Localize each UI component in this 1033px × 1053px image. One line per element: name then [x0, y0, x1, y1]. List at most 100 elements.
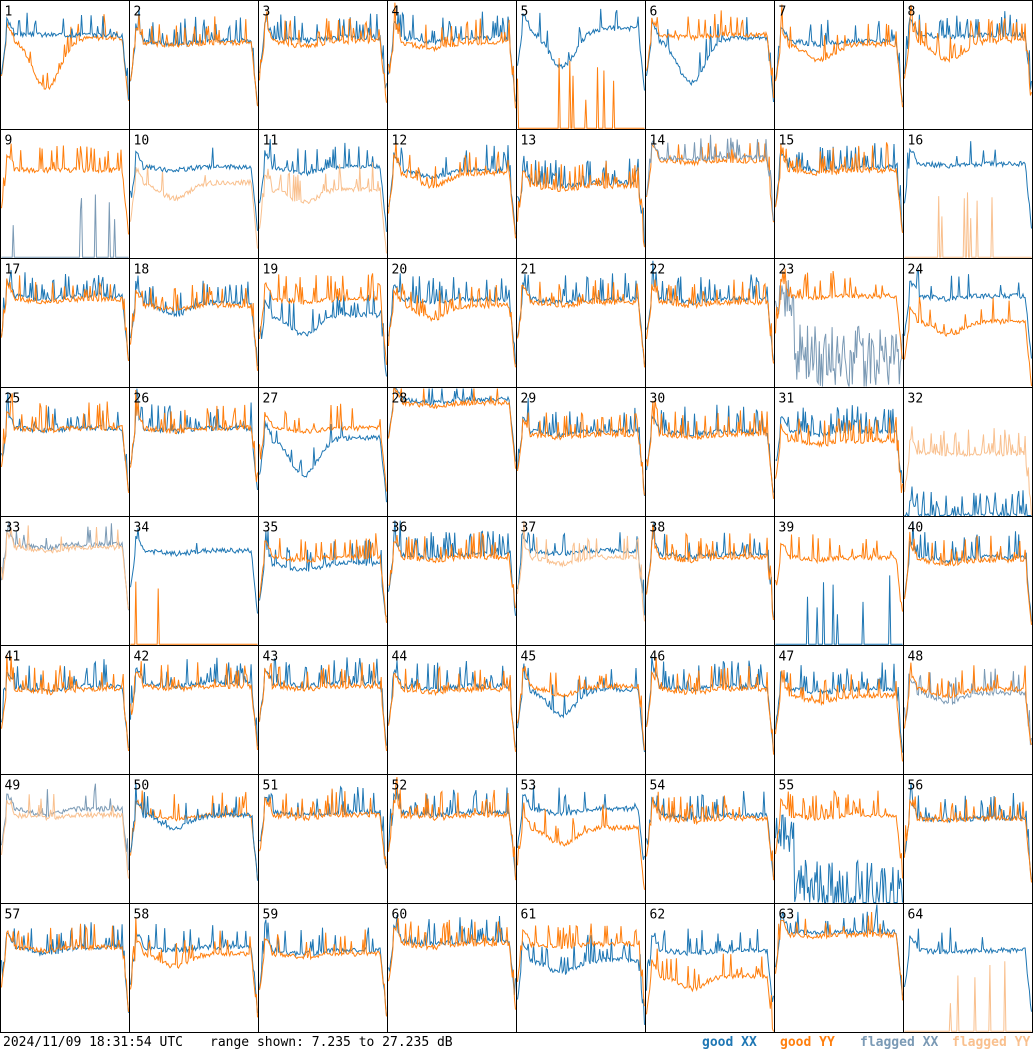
- tile-37: 37: [516, 516, 646, 646]
- tile-58: 58: [129, 903, 259, 1033]
- tile-11-xx-line: [259, 139, 387, 232]
- tile-4-xx-line: [388, 11, 516, 102]
- tile-1-xx-line: [1, 12, 129, 100]
- tile-64-xx-line: [904, 927, 1032, 1012]
- tile-38: 38: [645, 516, 775, 646]
- tile-label: 44: [392, 650, 408, 665]
- tile-label: 36: [392, 521, 408, 536]
- tile-frame: [774, 645, 904, 775]
- tile-frame: [129, 645, 259, 775]
- tile-label: 62: [650, 908, 666, 923]
- tile-label: 27: [263, 392, 279, 407]
- tile-1-yy-line: [1, 14, 129, 101]
- tile-frame: [258, 645, 388, 775]
- tile-22-xx-line: [646, 260, 774, 361]
- tile-11-yy-line: [259, 162, 387, 254]
- tile-label: 17: [5, 263, 21, 278]
- tile-54-xx-line: [646, 791, 774, 878]
- tile-label: 18: [134, 263, 150, 278]
- tile-label: 4: [392, 5, 400, 20]
- tile-label: 42: [134, 650, 150, 665]
- tile-label: 15: [779, 134, 795, 149]
- tile-15: 15: [774, 129, 904, 259]
- tile-label: 52: [392, 779, 408, 794]
- tile-label: 54: [650, 779, 666, 794]
- tile-frame: [129, 129, 259, 259]
- tile-36-xx-line: [388, 520, 516, 616]
- tile-41-xx-line: [1, 659, 129, 748]
- tile-32-xx-line: [904, 486, 1032, 518]
- tile-52: 52: [387, 774, 517, 904]
- tile-label: 16: [908, 134, 924, 149]
- tile-18: 18: [129, 258, 259, 388]
- tile-52-yy-line: [388, 777, 516, 881]
- tile-30: 30: [645, 387, 775, 517]
- tile-frame: [774, 903, 904, 1033]
- tile-26-xx-line: [130, 388, 258, 490]
- tile-20: 20: [387, 258, 517, 388]
- tile-59-yy-line: [259, 929, 387, 1017]
- tile-label: 7: [779, 5, 787, 20]
- tile-50: 50: [129, 774, 259, 904]
- tile-1: 1: [0, 0, 130, 130]
- tile-34: 34: [129, 516, 259, 646]
- tile-6: 6: [645, 0, 775, 130]
- tile-62: 62: [645, 903, 775, 1033]
- tile-frame: [258, 774, 388, 904]
- tile-frame: [129, 903, 259, 1033]
- tile-24-xx-line: [904, 269, 1032, 359]
- tile-label: 29: [521, 392, 537, 407]
- tile-57: 57: [0, 903, 130, 1033]
- tile-2-xx-line: [130, 8, 258, 106]
- tile-frame: [903, 516, 1033, 646]
- tile-15-yy-line: [775, 142, 903, 233]
- tile-40: 40: [903, 516, 1033, 646]
- tile-29-xx-line: [517, 397, 645, 497]
- tile-48-yy-line: [904, 662, 1032, 745]
- tile-23: 23: [774, 258, 904, 388]
- tile-13: 13: [516, 129, 646, 259]
- tile-48-xx-line: [904, 668, 1032, 746]
- tile-label: 50: [134, 779, 150, 794]
- tile-label: 61: [521, 908, 537, 923]
- tile-28-xx-line: [388, 388, 516, 462]
- tile-13-yy-line: [517, 160, 645, 248]
- tile-label: 12: [392, 134, 408, 149]
- tile-19-yy-line: [259, 273, 387, 365]
- tile-34-xx-line: [130, 528, 258, 614]
- tile-59: 59: [258, 903, 388, 1033]
- tile-32-yy-line: [904, 426, 1032, 516]
- tile-18-yy-line: [130, 283, 258, 371]
- tile-label: 24: [908, 263, 924, 278]
- tile-8: 8: [903, 0, 1033, 130]
- tile-label: 9: [5, 134, 13, 149]
- tile-label: 25: [5, 392, 21, 407]
- tile-frame: [0, 774, 130, 904]
- tile-label: 3: [263, 5, 271, 20]
- tile-50-yy-line: [130, 790, 258, 879]
- tile-25: 25: [0, 387, 130, 517]
- tile-frame: [129, 0, 259, 130]
- tile-54: 54: [645, 774, 775, 904]
- tile-label: 43: [263, 650, 279, 665]
- tile-44-xx-line: [388, 660, 516, 748]
- tile-38-xx-line: [646, 521, 774, 618]
- tile-24: 24: [903, 258, 1033, 388]
- tile-frame: [774, 387, 904, 517]
- tile-frame: [387, 774, 517, 904]
- tile-label: 23: [779, 263, 795, 278]
- tile-61-xx-line: [517, 934, 645, 1025]
- tile-58-xx-line: [130, 923, 258, 1014]
- tile-35: 35: [258, 516, 388, 646]
- tile-11: 11: [258, 129, 388, 259]
- tile-frame: [0, 387, 130, 517]
- tile-29-yy-line: [517, 412, 645, 496]
- tile-44: 44: [387, 645, 517, 775]
- tile-label: 51: [263, 779, 279, 794]
- tile-21: 21: [516, 258, 646, 388]
- tile-4-yy-line: [388, 2, 516, 109]
- tile-46: 46: [645, 645, 775, 775]
- tile-55-yy-line: [775, 789, 903, 879]
- tile-frame: [645, 774, 775, 904]
- range-text: range shown: 7.235 to 27.235 dB: [210, 1035, 453, 1050]
